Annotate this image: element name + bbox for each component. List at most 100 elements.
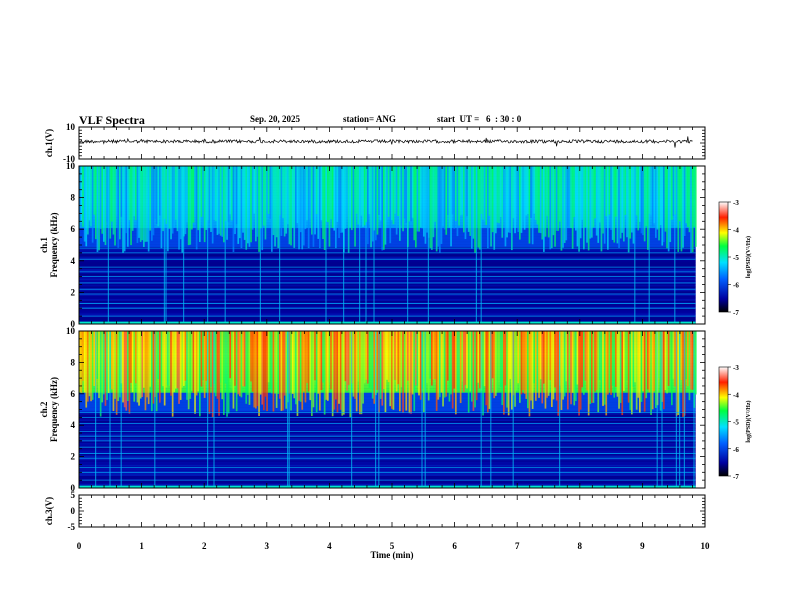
ch2-spectrogram-streak: [539, 331, 542, 380]
header-station: station= ANG: [343, 114, 396, 124]
ch2-spectrogram-streak: [107, 331, 110, 394]
ch1-spectrogram-streak: [411, 166, 414, 218]
ch1-spectrogram-streak: [512, 166, 515, 218]
ch1-spectrogram-streak: [616, 166, 619, 244]
ch1-spectrogram-impulse: [325, 166, 327, 324]
ch2-spectrogram-streak: [690, 331, 692, 390]
ch1-spectrogram-streak: [152, 166, 155, 236]
ch2-spectrogram-streak: [394, 331, 396, 380]
ch1-spectrogram-streak: [319, 166, 321, 249]
ch1-spectrogram-streak: [650, 166, 652, 216]
ch2-spectrogram-streak: [208, 331, 211, 414]
ch2-spectrogram-streak: [352, 331, 355, 397]
ch2-spectrogram-streak: [570, 331, 572, 405]
ch2-spectrogram-streak: [170, 331, 172, 396]
ch2-spectrogram-streak: [362, 331, 364, 404]
ch1-spectrogram-band: [79, 303, 696, 306]
ch1-spectrogram-streak: [405, 166, 408, 223]
ch1-spectrogram-streak: [234, 166, 236, 235]
ch2-spectrogram-band: [79, 434, 696, 437]
ch1-spectrogram-band: [79, 279, 696, 282]
ch1-spectrogram-band: [79, 227, 696, 230]
ch1-spectrogram-streak: [211, 166, 214, 244]
ch2-spectrogram-streak: [80, 331, 83, 393]
ch1-spectrogram-streak: [128, 166, 131, 221]
ch2-spectrogram-band: [79, 406, 696, 409]
ch2-spectrogram-streak: [311, 331, 313, 416]
ch2-spectrogram-impulse: [693, 331, 695, 488]
ch2-spectrogram-streak: [672, 331, 675, 379]
ch2-spectrogram-streak: [211, 331, 214, 418]
ch1-spectrogram-streak: [432, 166, 435, 238]
ch2-spectrogram-impulse: [378, 331, 380, 488]
ch1-spectrogram-band: [79, 312, 696, 316]
ch1-spectrogram-streak: [314, 166, 316, 235]
ch2-spectrogram-band: [79, 395, 696, 398]
ch2-spectrogram-streak: [674, 331, 676, 387]
ch1-spectrogram-streak: [336, 166, 339, 222]
ch1-spectrogram-streak: [194, 166, 196, 217]
ch1-spectrogram-streak: [157, 166, 160, 227]
ch2-spectrogram-band: [79, 481, 696, 484]
ch1-spectrogram-streak: [653, 166, 656, 224]
ch2-spectrogram-band: [79, 469, 696, 472]
ch2-spectrogram-streak: [667, 331, 670, 386]
ch2-spectrogram-streak: [227, 331, 230, 414]
ch1-spectrogram-streak: [547, 166, 550, 238]
ch1-spectrogram-band: [79, 240, 696, 243]
ch1-spectrogram-streak: [144, 166, 147, 242]
ch2-spectrogram-streak: [229, 331, 232, 379]
ch2-spectrogram-streak: [144, 331, 147, 411]
ch2-spectrogram-streak: [341, 331, 344, 416]
ch2-spectrogram-streak: [384, 331, 387, 413]
ch1-spectrogram-streak: [106, 166, 108, 222]
ch1-spectrogram-streak: [383, 166, 385, 250]
ch2-spectrogram-band: [79, 403, 696, 406]
ch1-spectrogram-streak: [323, 166, 326, 250]
ch2-spectrogram-band: [79, 418, 696, 421]
ch2-spectrogram-streak: [197, 331, 200, 392]
ch1-spectrogram-streak: [191, 166, 193, 230]
ch1-spectrogram-streak: [565, 166, 568, 241]
ch1-spectrogram-streak: [555, 166, 558, 231]
ch2-spectrogram-streak: [555, 331, 558, 401]
ch1-spectrogram-streak: [311, 166, 313, 235]
ch1-spectrogram-band: [79, 245, 696, 248]
y-tick-label: 2: [71, 287, 76, 297]
ch2-spectrogram-streak: [669, 331, 672, 391]
ch1-spectrogram-streak: [527, 166, 529, 215]
ch1-spectrogram-streak: [245, 166, 248, 250]
ch1-spectrogram-streak: [455, 166, 457, 221]
ch1-spectrogram-band: [79, 319, 696, 322]
ch2-spectrogram-band: [79, 414, 696, 417]
ch2-spectrogram-band: [79, 483, 696, 486]
ch1-spectrogram-band: [79, 257, 696, 260]
ch1-spectrogram-streak: [624, 166, 627, 215]
ch2-spectrogram-streak: [103, 331, 105, 395]
ch2-spectrogram-impulse: [95, 331, 97, 488]
ch2-spectrogram-streak: [467, 331, 470, 413]
ch1-spectrogram-streak: [138, 166, 140, 238]
ch2-spectrogram-streak: [645, 331, 648, 399]
ch2-spectrogram-streak: [119, 331, 121, 398]
ch1-spectrogram-streak: [663, 166, 665, 243]
ch2-spectrogram-streak: [165, 331, 168, 388]
ch1-spectrogram-streak: [186, 166, 188, 223]
ch2-spectrogram-streak: [581, 331, 584, 388]
ch1-spectrogram-floor: [79, 321, 696, 324]
ch2-spectrogram-streak: [607, 331, 609, 395]
ch2-spectrogram-streak: [568, 331, 571, 386]
ch1-spectrogram-streak: [114, 166, 116, 246]
ch1-spectrogram-streak: [571, 166, 574, 249]
ch2-spectrogram-streak: [389, 331, 392, 407]
ch1-spectrogram-band: [79, 252, 696, 255]
x-axis-label: Time (min): [370, 550, 413, 560]
ch2-spectrogram-streak: [279, 331, 281, 399]
ch1-spectrogram-streak: [301, 166, 304, 250]
ch1-spectrogram-band: [79, 251, 696, 254]
ch1-spectrogram-streak: [474, 166, 476, 253]
ch2-spectrogram-streak: [541, 331, 544, 404]
ch1-spectrogram-colorbar-tick-label: -6: [733, 282, 739, 290]
ch2-spectrogram-streak: [330, 331, 332, 390]
